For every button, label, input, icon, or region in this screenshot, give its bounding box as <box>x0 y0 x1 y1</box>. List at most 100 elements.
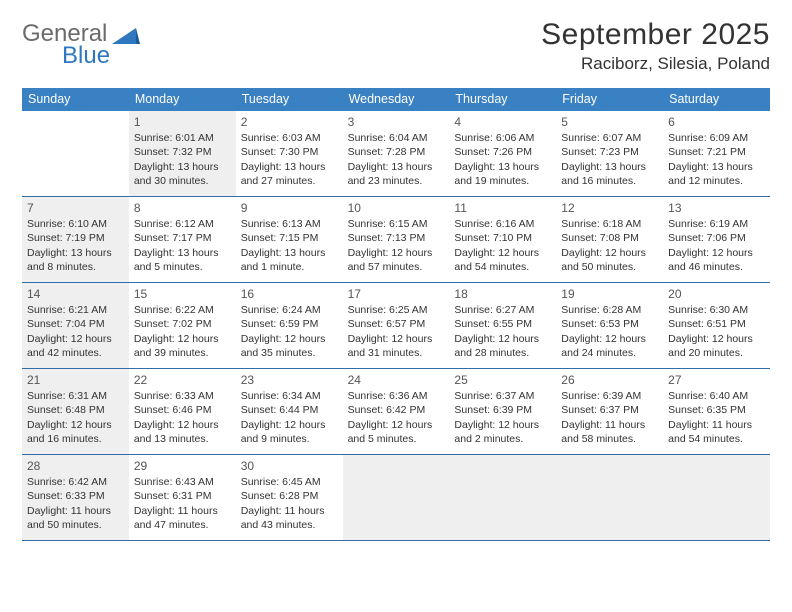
day-info-line: Sunrise: 6:01 AM <box>134 131 231 145</box>
day-info-line: Daylight: 13 hours and 27 minutes. <box>241 160 338 188</box>
day-info-line: Sunset: 6:37 PM <box>561 403 658 417</box>
day-cell: 24Sunrise: 6:36 AMSunset: 6:42 PMDayligh… <box>343 369 450 454</box>
week-row: 28Sunrise: 6:42 AMSunset: 6:33 PMDayligh… <box>22 455 770 541</box>
day-cell: 28Sunrise: 6:42 AMSunset: 6:33 PMDayligh… <box>22 455 129 540</box>
day-number: 4 <box>454 114 551 130</box>
weeks-container: 1Sunrise: 6:01 AMSunset: 7:32 PMDaylight… <box>22 111 770 541</box>
day-info-line: Daylight: 12 hours and 46 minutes. <box>668 246 765 274</box>
day-info-line: Daylight: 12 hours and 5 minutes. <box>348 418 445 446</box>
day-cell: 13Sunrise: 6:19 AMSunset: 7:06 PMDayligh… <box>663 197 770 282</box>
day-cell: 30Sunrise: 6:45 AMSunset: 6:28 PMDayligh… <box>236 455 343 540</box>
week-row: 21Sunrise: 6:31 AMSunset: 6:48 PMDayligh… <box>22 369 770 455</box>
day-cell <box>449 455 556 540</box>
day-info-line: Sunrise: 6:43 AM <box>134 475 231 489</box>
day-info-line: Sunrise: 6:10 AM <box>27 217 124 231</box>
day-info-line: Daylight: 12 hours and 31 minutes. <box>348 332 445 360</box>
day-info-line: Sunrise: 6:31 AM <box>27 389 124 403</box>
day-info-line: Sunset: 7:13 PM <box>348 231 445 245</box>
day-number: 21 <box>27 372 124 388</box>
day-info-line: Sunrise: 6:22 AM <box>134 303 231 317</box>
day-number: 19 <box>561 286 658 302</box>
day-number: 8 <box>134 200 231 216</box>
day-number: 10 <box>348 200 445 216</box>
day-cell: 15Sunrise: 6:22 AMSunset: 7:02 PMDayligh… <box>129 283 236 368</box>
day-info-line: Daylight: 12 hours and 13 minutes. <box>134 418 231 446</box>
calendar-grid: SundayMondayTuesdayWednesdayThursdayFrid… <box>22 88 770 541</box>
day-info-line: Sunset: 6:57 PM <box>348 317 445 331</box>
day-cell: 3Sunrise: 6:04 AMSunset: 7:28 PMDaylight… <box>343 111 450 196</box>
day-cell: 9Sunrise: 6:13 AMSunset: 7:15 PMDaylight… <box>236 197 343 282</box>
day-info-line: Sunrise: 6:06 AM <box>454 131 551 145</box>
calendar-page: General Blue September 2025 Raciborz, Si… <box>0 0 792 612</box>
day-cell: 26Sunrise: 6:39 AMSunset: 6:37 PMDayligh… <box>556 369 663 454</box>
day-cell: 29Sunrise: 6:43 AMSunset: 6:31 PMDayligh… <box>129 455 236 540</box>
day-number: 24 <box>348 372 445 388</box>
weekday-header: Wednesday <box>343 88 450 111</box>
day-number: 9 <box>241 200 338 216</box>
location-label: Raciborz, Silesia, Poland <box>541 54 770 74</box>
day-info-line: Sunset: 6:46 PM <box>134 403 231 417</box>
day-info-line: Sunrise: 6:24 AM <box>241 303 338 317</box>
day-info-line: Daylight: 12 hours and 57 minutes. <box>348 246 445 274</box>
day-number: 23 <box>241 372 338 388</box>
week-row: 1Sunrise: 6:01 AMSunset: 7:32 PMDaylight… <box>22 111 770 197</box>
day-cell: 6Sunrise: 6:09 AMSunset: 7:21 PMDaylight… <box>663 111 770 196</box>
day-info-line: Sunrise: 6:28 AM <box>561 303 658 317</box>
day-info-line: Daylight: 13 hours and 1 minute. <box>241 246 338 274</box>
day-info-line: Daylight: 13 hours and 12 minutes. <box>668 160 765 188</box>
day-info-line: Sunset: 7:02 PM <box>134 317 231 331</box>
day-info-line: Sunset: 7:32 PM <box>134 145 231 159</box>
day-number: 12 <box>561 200 658 216</box>
day-cell: 17Sunrise: 6:25 AMSunset: 6:57 PMDayligh… <box>343 283 450 368</box>
day-info-line: Daylight: 12 hours and 2 minutes. <box>454 418 551 446</box>
day-info-line: Daylight: 13 hours and 30 minutes. <box>134 160 231 188</box>
day-info-line: Sunrise: 6:13 AM <box>241 217 338 231</box>
day-cell: 10Sunrise: 6:15 AMSunset: 7:13 PMDayligh… <box>343 197 450 282</box>
day-info-line: Sunset: 7:10 PM <box>454 231 551 245</box>
day-cell: 18Sunrise: 6:27 AMSunset: 6:55 PMDayligh… <box>449 283 556 368</box>
week-row: 14Sunrise: 6:21 AMSunset: 7:04 PMDayligh… <box>22 283 770 369</box>
day-number: 5 <box>561 114 658 130</box>
day-info-line: Daylight: 13 hours and 19 minutes. <box>454 160 551 188</box>
day-info-line: Daylight: 12 hours and 16 minutes. <box>27 418 124 446</box>
day-info-line: Sunrise: 6:39 AM <box>561 389 658 403</box>
day-number: 25 <box>454 372 551 388</box>
day-cell: 8Sunrise: 6:12 AMSunset: 7:17 PMDaylight… <box>129 197 236 282</box>
day-cell <box>22 111 129 196</box>
weekday-header: Tuesday <box>236 88 343 111</box>
day-info-line: Sunrise: 6:30 AM <box>668 303 765 317</box>
day-cell <box>556 455 663 540</box>
day-info-line: Daylight: 13 hours and 5 minutes. <box>134 246 231 274</box>
day-number: 14 <box>27 286 124 302</box>
day-info-line: Sunset: 6:42 PM <box>348 403 445 417</box>
day-cell: 23Sunrise: 6:34 AMSunset: 6:44 PMDayligh… <box>236 369 343 454</box>
day-number: 15 <box>134 286 231 302</box>
day-info-line: Sunrise: 6:19 AM <box>668 217 765 231</box>
day-info-line: Daylight: 12 hours and 50 minutes. <box>561 246 658 274</box>
day-info-line: Sunrise: 6:21 AM <box>27 303 124 317</box>
day-info-line: Sunset: 7:23 PM <box>561 145 658 159</box>
day-cell: 19Sunrise: 6:28 AMSunset: 6:53 PMDayligh… <box>556 283 663 368</box>
day-cell: 16Sunrise: 6:24 AMSunset: 6:59 PMDayligh… <box>236 283 343 368</box>
day-info-line: Daylight: 12 hours and 28 minutes. <box>454 332 551 360</box>
day-info-line: Sunrise: 6:25 AM <box>348 303 445 317</box>
day-info-line: Daylight: 13 hours and 16 minutes. <box>561 160 658 188</box>
day-info-line: Daylight: 12 hours and 42 minutes. <box>27 332 124 360</box>
weekday-header: Sunday <box>22 88 129 111</box>
day-info-line: Daylight: 12 hours and 9 minutes. <box>241 418 338 446</box>
day-cell: 11Sunrise: 6:16 AMSunset: 7:10 PMDayligh… <box>449 197 556 282</box>
weekday-header: Monday <box>129 88 236 111</box>
day-info-line: Daylight: 12 hours and 35 minutes. <box>241 332 338 360</box>
day-info-line: Sunset: 7:28 PM <box>348 145 445 159</box>
title-block: September 2025 Raciborz, Silesia, Poland <box>541 18 770 74</box>
day-info-line: Daylight: 12 hours and 54 minutes. <box>454 246 551 274</box>
day-info-line: Sunrise: 6:36 AM <box>348 389 445 403</box>
day-info-line: Sunset: 6:51 PM <box>668 317 765 331</box>
day-cell: 2Sunrise: 6:03 AMSunset: 7:30 PMDaylight… <box>236 111 343 196</box>
day-number: 22 <box>134 372 231 388</box>
week-row: 7Sunrise: 6:10 AMSunset: 7:19 PMDaylight… <box>22 197 770 283</box>
day-number: 18 <box>454 286 551 302</box>
day-cell: 12Sunrise: 6:18 AMSunset: 7:08 PMDayligh… <box>556 197 663 282</box>
day-info-line: Sunset: 7:04 PM <box>27 317 124 331</box>
day-info-line: Daylight: 13 hours and 23 minutes. <box>348 160 445 188</box>
